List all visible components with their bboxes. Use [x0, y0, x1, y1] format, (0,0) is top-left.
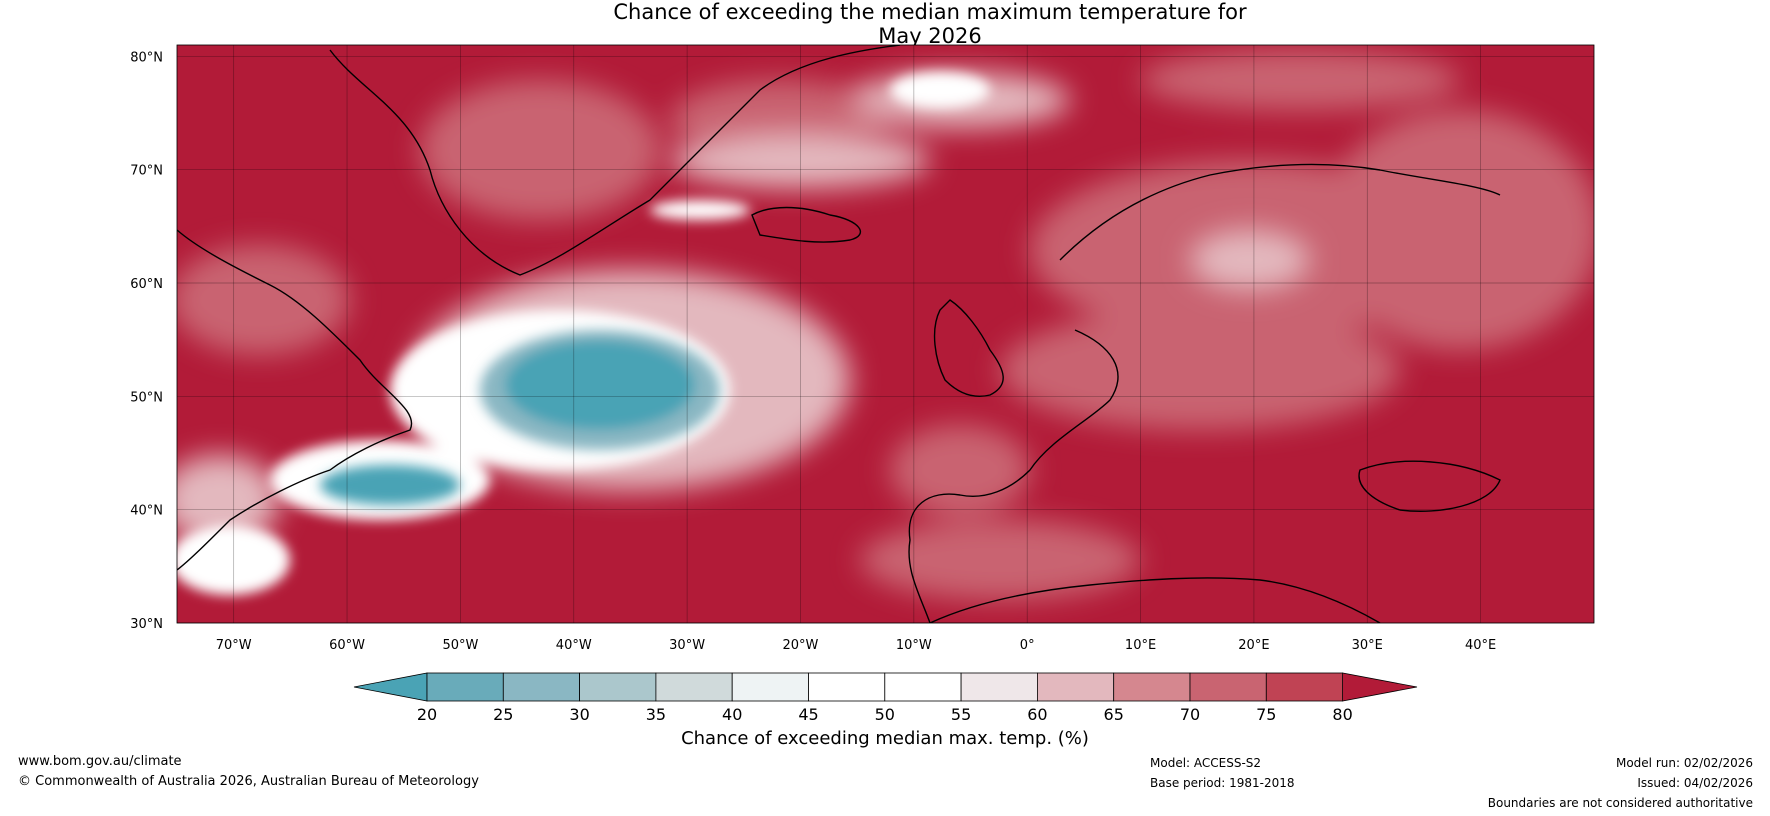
colorbar-segment: [1189, 672, 1267, 702]
colorbar-label: Chance of exceeding median max. temp. (%…: [681, 728, 1089, 749]
map-title: Chance of exceeding the median maximum t…: [0, 0, 1770, 48]
colorbar-segment: [884, 672, 962, 702]
issued-text: Issued: 04/02/2026: [1637, 776, 1753, 790]
colorbar-segment: [579, 672, 657, 702]
field-baltic: [1190, 230, 1310, 290]
field-us-east: [177, 455, 280, 545]
longitude-labels: 70°W 60°W 50°W 40°W 30°W 20°W 10°W 0° 10°E 20°E 30…: [216, 638, 1497, 653]
field-north-africa: [860, 520, 1140, 600]
british-isles-coast: [933, 299, 1004, 397]
lat-tick-label: 30°N: [130, 617, 163, 632]
lat-tick-label: 40°N: [130, 504, 163, 519]
colorbar-segment: [655, 672, 733, 702]
colorbar-extend-low: [353, 672, 428, 702]
colorbar-segment: [1113, 672, 1191, 702]
field-russia: [1320, 110, 1594, 350]
boundaries-note: Boundaries are not considered authoritat…: [1487, 796, 1753, 810]
lon-tick-label: 0°: [1020, 638, 1035, 653]
field-denmark-strait: [670, 132, 930, 188]
lon-tick-label: 50°W: [442, 638, 478, 653]
lon-tick-label: 40°E: [1465, 638, 1496, 653]
latitude-labels: 80°N 70°N 60°N 50°N 40°N 30°N: [130, 50, 163, 632]
lon-tick-label: 20°E: [1238, 638, 1269, 653]
lat-tick-label: 80°N: [130, 50, 163, 65]
north-america-coast: [177, 229, 413, 571]
lon-tick-label: 10°W: [896, 638, 932, 653]
colorbar-tick-label: 45: [798, 705, 818, 724]
colorbar-tick-label: 25: [493, 705, 513, 724]
lon-tick-label: 70°W: [216, 638, 252, 653]
colorbar-tick-label: 50: [875, 705, 895, 724]
colorbar-tick-label: 30: [569, 705, 589, 724]
website-link[interactable]: www.bom.gov.au/climate: [18, 754, 182, 769]
colorbar-tick-label: 55: [951, 705, 971, 724]
field-arctic-band: [1140, 50, 1460, 110]
base-period-text: Base period: 1981-2018: [1150, 776, 1295, 790]
lon-tick-label: 60°W: [329, 638, 365, 653]
black-sea-coast: [1358, 460, 1501, 512]
field-white-iceland: [650, 200, 750, 220]
colorbar-tick-label: 70: [1180, 705, 1200, 724]
lon-tick-label: 30°E: [1352, 638, 1383, 653]
colorbar-tick-label: 35: [646, 705, 666, 724]
copyright-text: © Commonwealth of Australia 2026, Austra…: [18, 774, 479, 789]
lat-tick-label: 50°N: [130, 390, 163, 405]
lon-tick-label: 20°W: [783, 638, 819, 653]
lon-tick-label: 30°W: [669, 638, 705, 653]
lon-tick-label: 10°E: [1125, 638, 1156, 653]
greenland-coast: [329, 45, 901, 276]
colorbar-segment: [731, 672, 809, 702]
colorbar-segment: [1037, 672, 1115, 702]
colorbar-segment: [808, 672, 886, 702]
colorbar: 20 25 30 35 40 45 50 55 60 65 70 75 80: [353, 672, 1418, 724]
probability-field: [177, 50, 1594, 600]
colorbar-tick-label: 20: [417, 705, 437, 724]
colorbar-segment: [426, 672, 504, 702]
field-greenland-west: [420, 80, 660, 220]
colorbar-segment: [1265, 672, 1344, 702]
field-labrador: [177, 245, 350, 355]
field-white-arctic: [890, 72, 990, 108]
model-run-text: Model run: 02/02/2026: [1615, 756, 1753, 770]
colorbar-tick-label: 75: [1256, 705, 1276, 724]
map-panel: 80°N 70°N 60°N 50°N 40°N 30°N 70°W 60°W 50°W 40°…: [130, 44, 1595, 653]
lon-tick-label: 40°W: [556, 638, 592, 653]
colorbar-segment: [502, 672, 580, 702]
colorbar-segment: [960, 672, 1038, 702]
colorbar-tick-label: 65: [1104, 705, 1124, 724]
lat-tick-label: 70°N: [130, 164, 163, 179]
colorbar-tick-label: 60: [1027, 705, 1047, 724]
lat-tick-label: 60°N: [130, 277, 163, 292]
map-frame: [176, 44, 1595, 624]
model-text: Model: ACCESS-S2: [1150, 756, 1262, 770]
title-line-2: May 2026: [878, 24, 982, 48]
field-iberia: [890, 425, 1030, 515]
iceland-coast: [751, 206, 862, 243]
mediterranean-coast: [929, 577, 1381, 623]
field-white-south: [177, 525, 290, 595]
colorbar-tick-label: 80: [1332, 705, 1352, 724]
title-line-1: Chance of exceeding the median maximum t…: [613, 0, 1247, 24]
field-eastern-europe: [1000, 310, 1400, 430]
field-teal-atlantic: [505, 340, 695, 430]
field-teal-coast: [320, 465, 460, 505]
europe-coast: [908, 163, 1501, 623]
colorbar-tick-label: 40: [722, 705, 742, 724]
coastlines: [177, 45, 1501, 623]
colorbar-extend-high: [1342, 672, 1418, 702]
